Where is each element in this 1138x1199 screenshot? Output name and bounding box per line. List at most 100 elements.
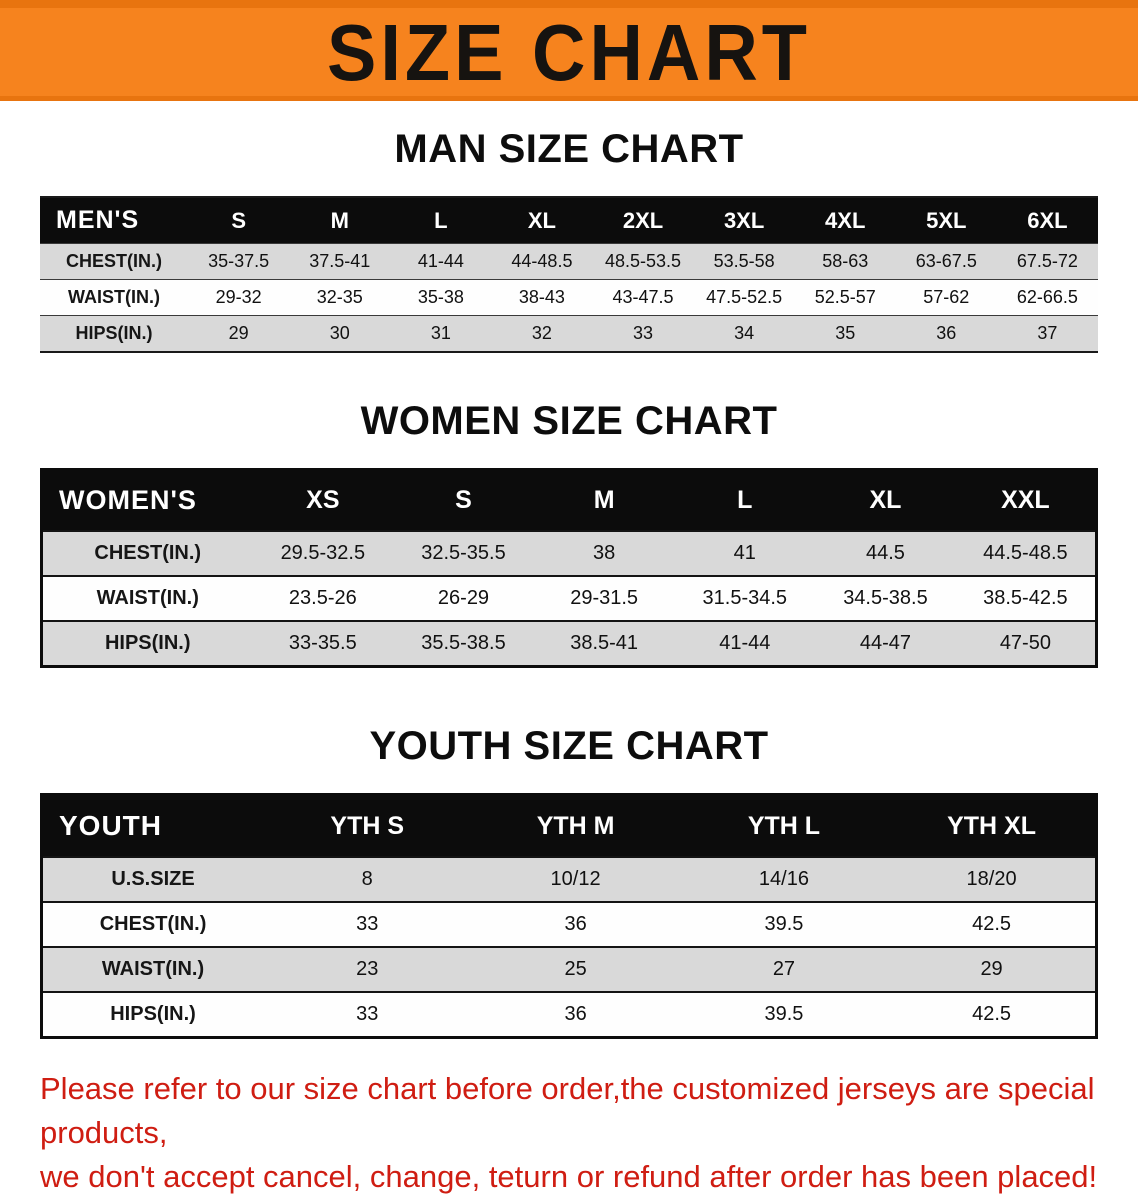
size-value: 35.5-38.5 xyxy=(421,632,506,654)
size-column-header: M xyxy=(533,469,675,531)
size-value: 35-37.5 xyxy=(208,251,270,271)
table-row: WAIST(IN.) 23.5-26 26-29 29-31.5 31.5-34.5 34… xyxy=(41,576,1097,621)
size-value: 29-31.5 xyxy=(570,587,639,609)
size-value: 29-32 xyxy=(215,287,262,307)
size-value: 27 xyxy=(772,958,796,980)
size-value: 33 xyxy=(356,913,379,935)
size-value: 32 xyxy=(531,323,552,343)
size-value: 31.5-34.5 xyxy=(702,587,788,609)
size-value: 36 xyxy=(564,913,587,935)
size-value: 32-35 xyxy=(316,287,363,307)
size-value: 67.5-72 xyxy=(1016,251,1078,271)
size-column-header: 5XL xyxy=(895,197,997,244)
man-size-table: MEN'S S M L XL 2XL 3XL 4XL 5XL 6XL CHEST(IN.) 35-37… xyxy=(40,196,1098,353)
size-value: 62-66.5 xyxy=(1016,287,1078,307)
size-value: 34.5-38.5 xyxy=(843,587,928,609)
size-value: 48.5-53.5 xyxy=(605,251,682,271)
row-label: HIPS(IN.) xyxy=(110,1003,196,1025)
size-value: 41-44 xyxy=(417,251,464,271)
table-corner-label: YOUTH xyxy=(41,794,264,857)
size-value: 39.5 xyxy=(764,1003,804,1025)
man-size-chart-section: MAN SIZE CHART MEN'S S M L XL 2XL 3XL 4XL 5XL 6XL… xyxy=(0,127,1138,353)
size-column-header: YTH S xyxy=(263,794,472,857)
size-column-header: XL xyxy=(491,197,593,244)
table-row: WAIST(IN.) 29-32 32-35 35-38 38-43 43-47.5 47.… xyxy=(40,279,1098,316)
size-column-header: YTH XL xyxy=(888,794,1097,857)
size-value: 57-62 xyxy=(923,287,970,307)
size-value: 34 xyxy=(734,323,755,343)
size-value: 29.5-32.5 xyxy=(280,542,366,564)
youth-size-chart-title: YOUTH SIZE CHART xyxy=(369,724,769,768)
size-value: 36 xyxy=(564,1003,587,1025)
table-row: CHEST(IN.) 35-37.5 37.5-41 41-44 44-48.5 48.5… xyxy=(40,243,1098,280)
size-value: 44-47 xyxy=(859,632,912,654)
size-column-header: S xyxy=(188,197,290,244)
size-value: 32.5-35.5 xyxy=(421,542,506,564)
size-value: 14/16 xyxy=(758,868,809,890)
size-value: 33-35.5 xyxy=(288,632,357,654)
size-column-header: YTH M xyxy=(471,794,680,857)
row-label: WAIST(IN.) xyxy=(68,287,161,307)
size-column-header: YTH L xyxy=(679,794,889,857)
size-value: 18/20 xyxy=(966,868,1017,890)
size-value: 31 xyxy=(430,323,451,343)
size-column-header: XS xyxy=(252,469,394,531)
table-row: HIPS(IN.) 33 36 39.5 42.5 xyxy=(41,992,1097,1038)
size-value: 35 xyxy=(835,323,856,343)
disclaimer: Please refer to our size chart before or… xyxy=(40,1067,1138,1199)
size-value: 23.5-26 xyxy=(288,587,357,609)
size-value: 43-47.5 xyxy=(612,287,674,307)
banner: SIZE CHART xyxy=(0,0,1138,101)
size-value: 38-43 xyxy=(518,287,565,307)
size-value: 41 xyxy=(733,542,756,564)
size-column-header: XXL xyxy=(955,469,1097,531)
row-label: CHEST(IN.) xyxy=(99,913,207,935)
table-row: HIPS(IN.) 33-35.5 35.5-38.5 38.5-41 41-44 44-… xyxy=(41,621,1097,667)
size-value: 26-29 xyxy=(437,587,490,609)
size-value: 38.5-41 xyxy=(570,632,639,654)
size-value: 30 xyxy=(329,323,350,343)
youth-size-table: YOUTH YTH S YTH M YTH L YTH XL U.S.SIZE 8 10/12… xyxy=(40,793,1098,1039)
size-value: 10/12 xyxy=(550,868,601,890)
women-size-chart-section: WOMEN SIZE CHART WOMEN'S XS S M L XL XXL CHEST(… xyxy=(0,399,1138,668)
size-value: 44.5-48.5 xyxy=(983,542,1068,564)
disclaimer-line-2: we don't accept cancel, change, teturn o… xyxy=(40,1159,1098,1195)
size-value: 36 xyxy=(936,323,957,343)
size-value: 47-50 xyxy=(999,632,1051,654)
size-column-header: 2XL xyxy=(592,197,694,244)
size-value: 42.5 xyxy=(972,1003,1012,1025)
size-value: 29 xyxy=(980,958,1003,980)
size-column-header: L xyxy=(390,197,492,244)
size-value: 53.5-58 xyxy=(713,251,775,271)
size-column-header: 6XL xyxy=(996,197,1098,244)
size-column-header: S xyxy=(393,469,534,531)
row-label: HIPS(IN.) xyxy=(75,323,153,343)
size-column-header: M xyxy=(289,197,391,244)
table-corner-label: WOMEN'S xyxy=(41,469,253,531)
table-corner-label: MEN'S xyxy=(40,197,189,244)
page-title: SIZE CHART xyxy=(327,7,811,97)
row-label: CHEST(IN.) xyxy=(94,542,202,564)
size-value: 23 xyxy=(356,958,379,980)
size-value: 25 xyxy=(564,958,587,980)
table-row: CHEST(IN.) 33 36 39.5 42.5 xyxy=(41,902,1097,947)
size-value: 58-63 xyxy=(822,251,869,271)
row-label: U.S.SIZE xyxy=(111,868,195,890)
size-column-header: XL xyxy=(815,469,956,531)
youth-size-chart-section: YOUTH SIZE CHART YOUTH YTH S YTH M YTH L YTH… xyxy=(0,724,1138,1039)
table-row: CHEST(IN.) 29.5-32.5 32.5-35.5 38 41 44.5 44.5… xyxy=(41,531,1097,576)
size-column-header: 4XL xyxy=(794,197,896,244)
size-value: 35-38 xyxy=(417,287,464,307)
size-value: 52.5-57 xyxy=(814,287,876,307)
women-size-table: WOMEN'S XS S M L XL XXL CHEST(IN.) 29.5-32.5 32.5… xyxy=(40,468,1098,668)
women-size-chart-title: WOMEN SIZE CHART xyxy=(360,399,778,443)
size-value: 33 xyxy=(633,323,654,343)
size-value: 39.5 xyxy=(764,913,804,935)
table-row: U.S.SIZE 8 10/12 14/16 18/20 xyxy=(41,857,1097,902)
size-value: 44-48.5 xyxy=(511,251,573,271)
table-header-row: YOUTH YTH S YTH M YTH L YTH XL xyxy=(41,794,1097,857)
size-column-header: L xyxy=(674,469,816,531)
size-value: 29 xyxy=(228,323,249,343)
size-value: 47.5-52.5 xyxy=(706,287,783,307)
